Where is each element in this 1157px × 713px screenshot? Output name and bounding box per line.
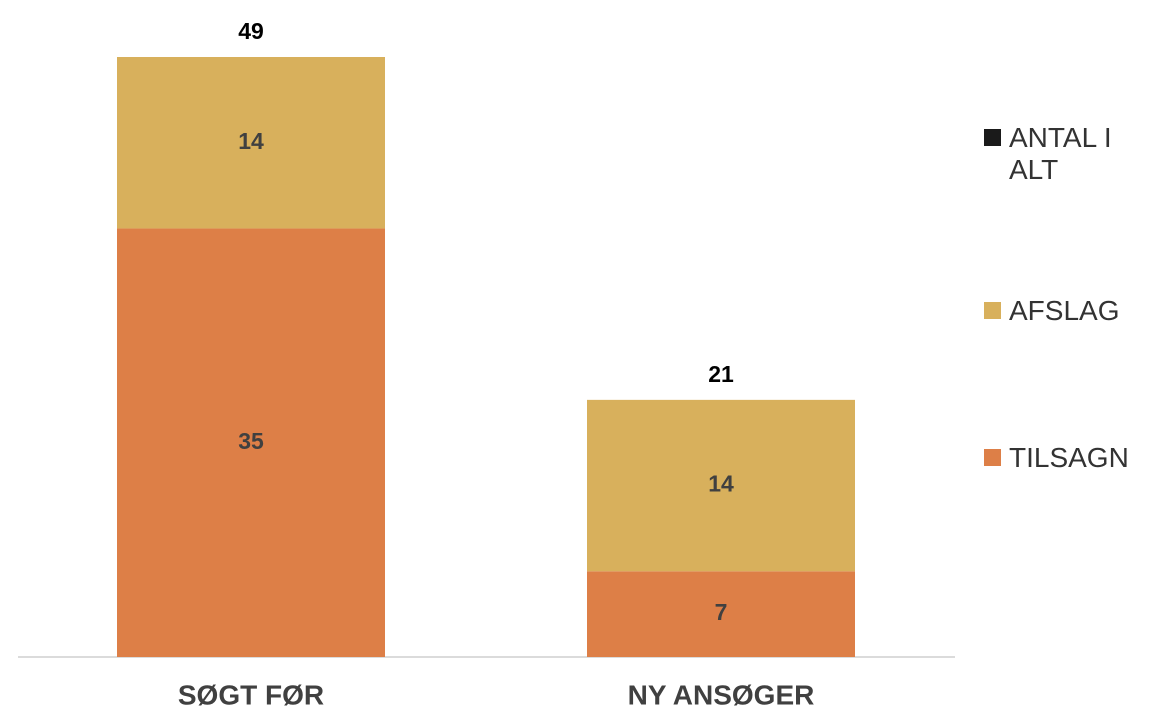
data-label: 7 [715,599,728,625]
legend-swatch [984,449,1001,466]
legend-item: AFSLAG [984,295,1157,327]
bar-segment [117,228,385,657]
legend-item: TILSAGN [984,442,1157,474]
bar-segment [117,57,385,229]
bar-segment [587,571,855,657]
legend-item: ANTAL I ALT [984,122,1119,186]
legend-label: ANTAL I ALT [1009,122,1112,185]
legend-label: TILSAGN [1009,442,1129,473]
data-label: 14 [708,471,734,497]
data-label: 14 [238,128,264,154]
legend-swatch [984,129,1001,146]
legend-swatch [984,302,1001,319]
data-label: 35 [238,428,264,454]
x-tick-label: SØGT FØR [178,679,324,710]
legend-label: AFSLAG [1009,295,1120,326]
x-tick-label: NY ANSØGER [628,679,815,710]
total-label: 21 [708,361,734,387]
total-label: 49 [238,18,264,44]
bar-segment [587,399,855,572]
